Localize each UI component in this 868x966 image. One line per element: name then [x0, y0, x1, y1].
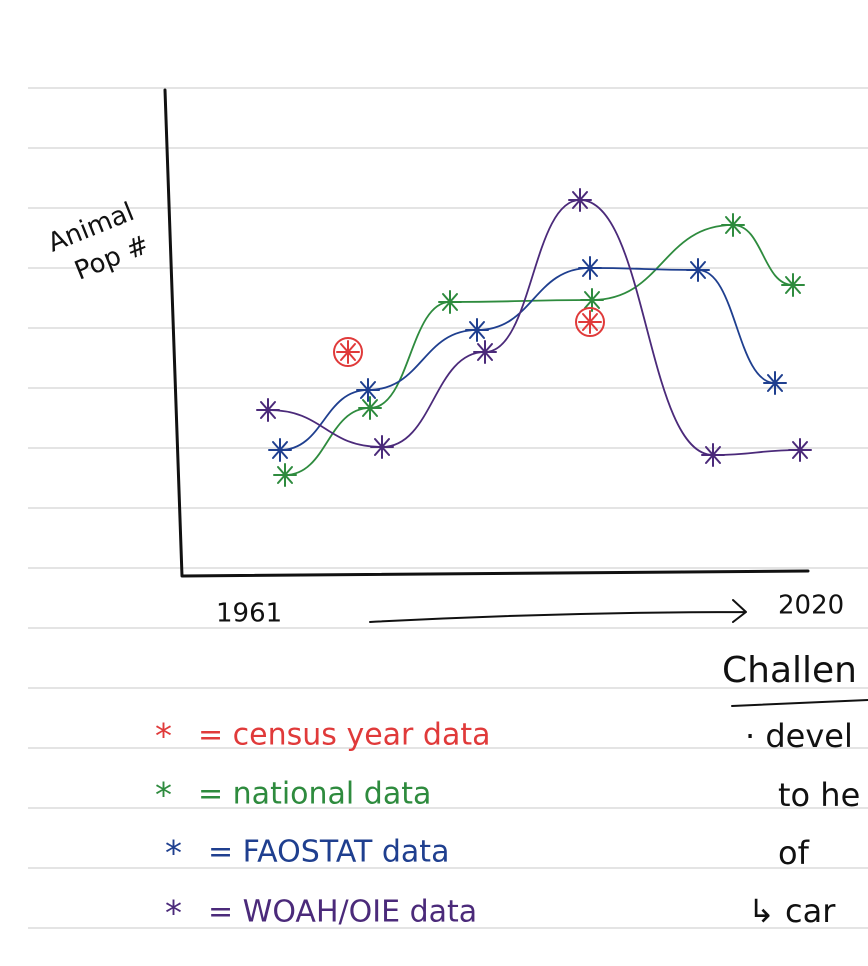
- asterisk: [578, 310, 602, 334]
- y-label: Animal Pop #: [44, 197, 154, 287]
- legend-marker: *: [165, 834, 182, 874]
- x-start-label: 1961: [216, 599, 282, 629]
- asterisk: [358, 396, 382, 420]
- circle-mark: [333, 337, 363, 367]
- legend-marker: *: [155, 717, 172, 757]
- ruled-lines: [28, 87, 868, 929]
- underline: [731, 699, 868, 707]
- asterisk: [763, 371, 787, 395]
- asterisk: [721, 213, 745, 237]
- asterisk: [781, 273, 805, 297]
- asterisk: [701, 443, 725, 467]
- side-note: to he: [778, 776, 860, 814]
- asterisk: [356, 378, 380, 402]
- asterisk: [580, 288, 604, 312]
- asterisk: [268, 438, 292, 462]
- legend: * = census year data * = national data *…: [155, 717, 491, 934]
- asterisk: [370, 435, 394, 459]
- side-notes: Challen · devel to he of ↳ car: [722, 650, 868, 930]
- circle-mark: [575, 307, 605, 337]
- time-arrow: [369, 599, 747, 623]
- legend-label: = FAOSTAT data: [208, 835, 449, 870]
- side-note: Challen: [722, 650, 857, 691]
- side-note: of: [778, 834, 810, 872]
- asterisk: [686, 258, 710, 282]
- asterisk: [438, 290, 462, 314]
- asterisk: [256, 398, 280, 422]
- legend-label: = WOAH/OIE data: [208, 895, 477, 930]
- asterisk: [336, 340, 360, 364]
- asterisk: [788, 438, 812, 462]
- asterisk: [273, 463, 297, 487]
- asterisk: [578, 256, 602, 280]
- legend-marker: *: [165, 894, 182, 934]
- asterisk: [568, 188, 592, 212]
- legend-marker: *: [155, 776, 172, 816]
- legend-label: = census year data: [198, 718, 491, 753]
- trend-curve: [279, 267, 776, 451]
- axes: [163, 88, 810, 578]
- asterisk: [473, 340, 497, 364]
- x-end-label: 2020: [778, 591, 844, 621]
- asterisk: [465, 318, 489, 342]
- side-note: ↳ car: [748, 892, 836, 930]
- markers: [256, 188, 812, 487]
- side-note: · devel: [745, 717, 853, 755]
- legend-label: = national data: [198, 777, 431, 812]
